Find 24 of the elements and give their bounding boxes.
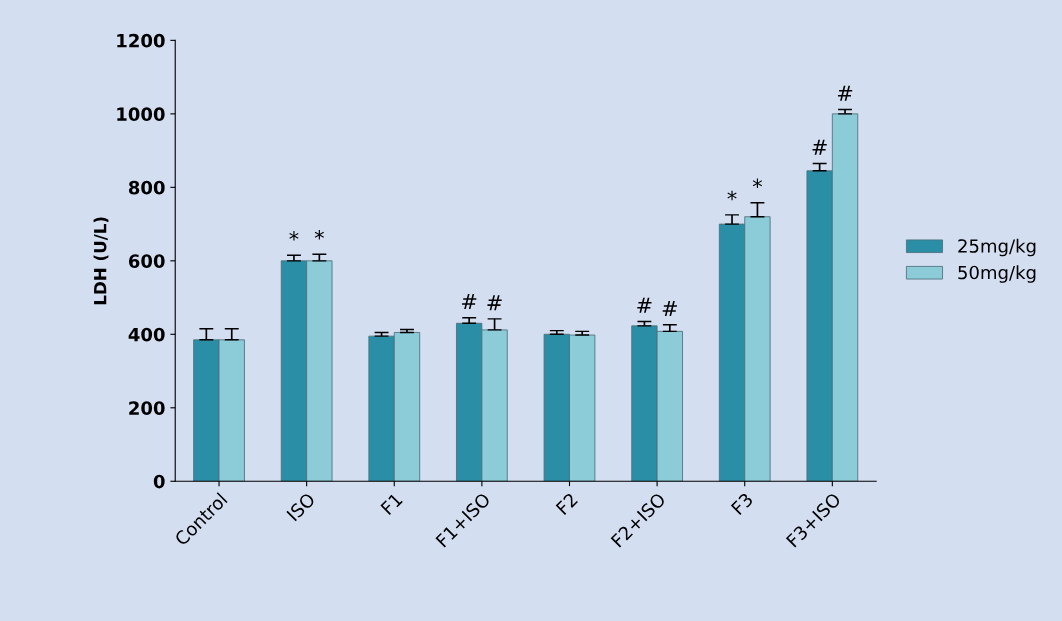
y-tick-label: 1000 bbox=[117, 107, 165, 121]
data-label: # bbox=[662, 301, 677, 317]
y-tick-label: 0 bbox=[153, 474, 165, 489]
x-tick-label: F2 bbox=[555, 492, 578, 515]
data-label: * bbox=[727, 190, 737, 201]
x-tick-label: F1 bbox=[380, 492, 403, 515]
y-tick-label: 600 bbox=[128, 254, 165, 268]
data-label: * bbox=[314, 230, 324, 240]
y-tick-label: 400 bbox=[128, 327, 165, 342]
data-label: * bbox=[289, 231, 299, 241]
x-tick-label: F3 bbox=[730, 492, 754, 516]
y-axis-title: LDH (U/L) bbox=[93, 217, 109, 305]
legend-label: 50mg/kg bbox=[958, 265, 1036, 283]
y-tick-label: 800 bbox=[128, 180, 165, 195]
y-tick-label: 200 bbox=[129, 401, 165, 415]
x-tick-label: ISO bbox=[286, 491, 316, 522]
data-label: # bbox=[812, 139, 827, 155]
data-label: # bbox=[637, 297, 652, 313]
data-label: * bbox=[752, 178, 763, 189]
data-label: # bbox=[487, 295, 502, 311]
y-tick-label: 1200 bbox=[117, 33, 165, 48]
data-label: # bbox=[837, 85, 853, 101]
data-label: # bbox=[462, 294, 477, 310]
legend-label: 25mg/kg bbox=[958, 238, 1036, 257]
